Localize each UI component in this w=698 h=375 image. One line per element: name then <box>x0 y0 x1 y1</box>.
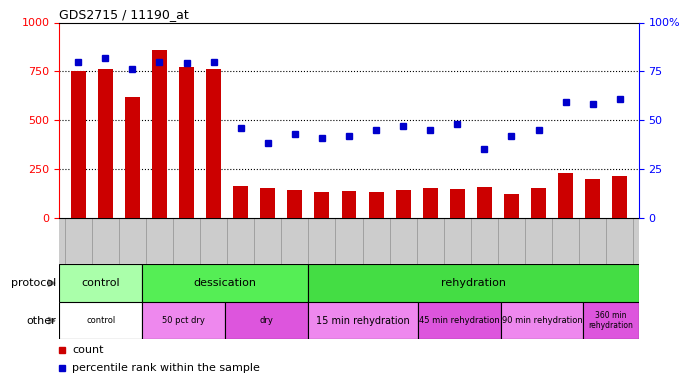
Bar <box>142 302 225 339</box>
Bar <box>206 69 221 218</box>
Bar <box>152 50 167 217</box>
Bar <box>584 302 639 339</box>
Bar <box>260 188 275 218</box>
Bar <box>179 68 194 218</box>
Text: 15 min rehydration: 15 min rehydration <box>316 316 410 326</box>
Bar <box>341 191 357 217</box>
Bar <box>233 186 248 218</box>
Text: 50 pct dry: 50 pct dry <box>162 316 205 325</box>
Text: 360 min
rehydration: 360 min rehydration <box>588 311 634 330</box>
Text: 45 min rehydration: 45 min rehydration <box>419 316 500 325</box>
Bar <box>308 302 418 339</box>
Bar <box>142 264 308 302</box>
Bar <box>396 190 410 217</box>
Bar <box>315 192 329 217</box>
Bar <box>98 69 113 218</box>
Bar <box>225 302 308 339</box>
Text: count: count <box>72 345 103 355</box>
Bar <box>531 188 546 218</box>
Bar <box>59 302 142 339</box>
Text: percentile rank within the sample: percentile rank within the sample <box>72 363 260 373</box>
Text: rehydration: rehydration <box>440 278 505 288</box>
Text: 90 min rehydration: 90 min rehydration <box>502 316 583 325</box>
Bar <box>612 176 628 217</box>
Text: protocol: protocol <box>10 278 56 288</box>
Text: control: control <box>82 278 120 288</box>
Text: dry: dry <box>259 316 273 325</box>
Bar <box>500 302 584 339</box>
Bar <box>418 302 500 339</box>
Bar <box>125 97 140 218</box>
Bar <box>558 172 573 217</box>
Bar <box>70 71 86 217</box>
Bar <box>477 187 492 218</box>
Bar <box>504 194 519 217</box>
Bar <box>369 192 383 217</box>
Bar <box>288 190 302 217</box>
Text: control: control <box>86 316 115 325</box>
Bar <box>423 188 438 218</box>
Text: other: other <box>26 316 56 326</box>
Bar <box>450 189 465 217</box>
Text: dessication: dessication <box>193 278 256 288</box>
Text: GDS2715 / 11190_at: GDS2715 / 11190_at <box>59 8 189 21</box>
Bar <box>59 264 142 302</box>
Bar <box>585 178 600 218</box>
Bar <box>308 264 639 302</box>
